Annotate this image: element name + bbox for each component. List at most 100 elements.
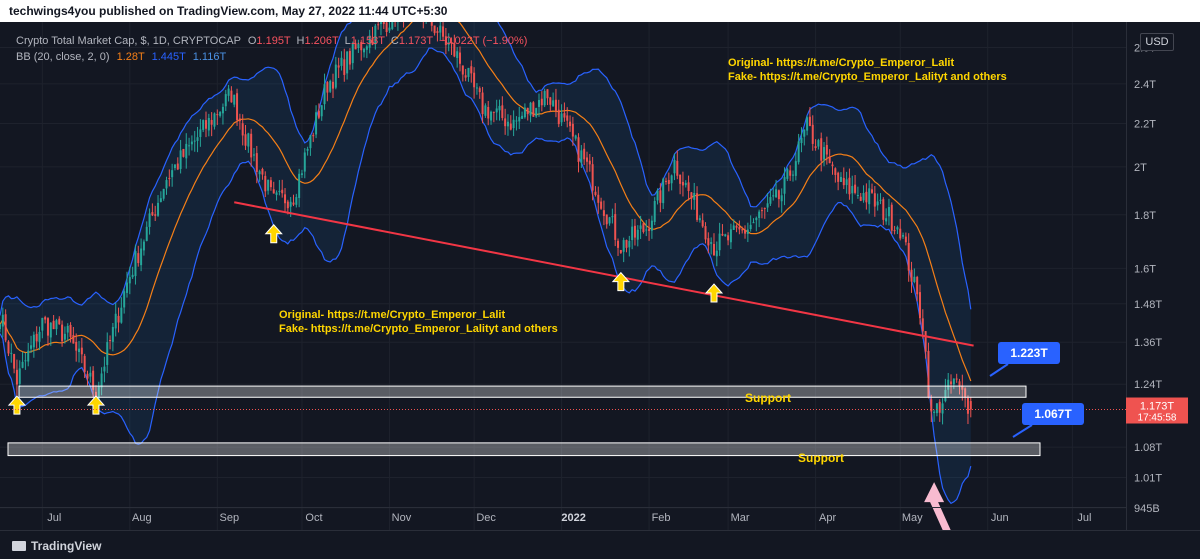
candle-body [662,179,664,203]
candle-body [174,165,176,169]
candle-body [115,314,117,329]
candle-body [504,118,506,126]
candle-body [295,197,297,205]
publish-header: techwings4you published on TradingView.c… [0,0,1200,22]
legend-symbol-row[interactable]: Crypto Total Market Cap, $, 1D, CRYPTOCA… [16,33,527,49]
candle-body [891,205,893,231]
candle-body [16,370,18,385]
candle-body [767,203,769,207]
candle-body [868,188,870,204]
candle-body [829,156,831,163]
candle-body [846,179,848,185]
candle-body [225,94,227,106]
annotation-original-text: Original- https://t.me/Crypto_Emperor_La… [279,309,505,321]
candle-body [39,332,41,342]
candle-body [267,180,269,191]
candle-body [569,122,571,126]
candle-body [877,201,879,205]
candle-body [761,210,763,211]
support-zone [8,443,1040,456]
candle-body [752,222,754,223]
tradingview-logo[interactable]: TradingView [12,539,101,553]
candle-body [603,210,605,216]
candle-body [202,120,204,130]
candle-body [942,403,944,413]
candle-body [281,190,283,193]
candle-body [558,110,560,124]
candle-body [665,181,667,182]
candle-body [721,234,723,236]
candle-body [843,178,845,185]
candle-body [592,164,594,190]
candle-body [784,177,786,194]
candle-body [242,123,244,135]
candle-body [916,277,918,294]
y-tick-label: 2.2T [1134,118,1156,130]
candle-body [786,169,788,179]
candle-body [837,173,839,182]
candle-body [967,398,969,414]
candle-body [197,137,199,141]
candle-body [53,321,55,329]
candle-body [727,235,729,240]
candle-body [109,340,111,341]
candle-body [391,22,393,29]
candle-body [515,120,517,121]
candle-body [524,108,526,118]
x-tick-label: Nov [392,512,412,524]
candle-body [645,229,647,230]
x-tick-label: Sep [220,512,240,524]
y-tick-label: 945B [1134,503,1160,515]
candle-body [106,342,108,365]
candle-body [651,221,653,231]
legend-high: 1.206T [304,35,338,47]
candle-body [247,133,249,146]
candle-body [555,100,557,111]
candle-body [888,207,890,216]
candle-body [874,193,876,206]
candle-body [273,189,275,193]
candle-body [552,100,554,106]
candle-body [318,111,320,118]
candle-body [33,335,35,348]
callout-label: 1.223T [1010,346,1048,360]
price-axis[interactable]: 2.6T2.4T2.2T2T1.8T1.6T1.48T1.36T1.24T1.0… [1126,22,1188,530]
candle-body [634,226,636,238]
candle-body [815,146,817,148]
x-tick-label: Feb [652,512,671,524]
candle-body [19,368,21,384]
candle-body [326,82,328,93]
candle-countdown: 17:45:58 [1138,413,1177,424]
candle-body [216,114,218,115]
candle-body [493,112,495,113]
candle-body [809,117,811,126]
candle-body [264,176,266,191]
candle-body [157,203,159,216]
candle-body [628,241,630,247]
candle-body [129,277,131,283]
candle-body [860,197,862,201]
candle-body [871,189,873,193]
currency-button[interactable]: USD [1140,33,1174,51]
legend-bb-row[interactable]: BB (20, close, 2, 0) 1.28T 1.445T 1.116T [16,49,527,65]
candle-body [832,165,834,167]
candle-body [276,192,278,194]
candle-body [671,175,673,183]
candle-body [747,230,749,234]
candle-body [775,189,777,197]
candle-body [166,180,168,188]
candle-body [817,140,819,146]
candle-body [673,160,675,173]
candle-body [213,113,215,126]
candle-body [208,118,210,130]
candle-body [623,240,625,252]
legend-title: Crypto Total Market Cap, $, 1D, CRYPTOCA… [16,35,241,47]
candle-body [690,192,692,198]
candle-body [163,189,165,199]
annotation-fake-text: Fake- https://t.me/Crypto_Emperor_Lality… [279,323,558,335]
candle-body [950,381,952,384]
candle-body [561,113,563,122]
candle-body [758,212,760,218]
